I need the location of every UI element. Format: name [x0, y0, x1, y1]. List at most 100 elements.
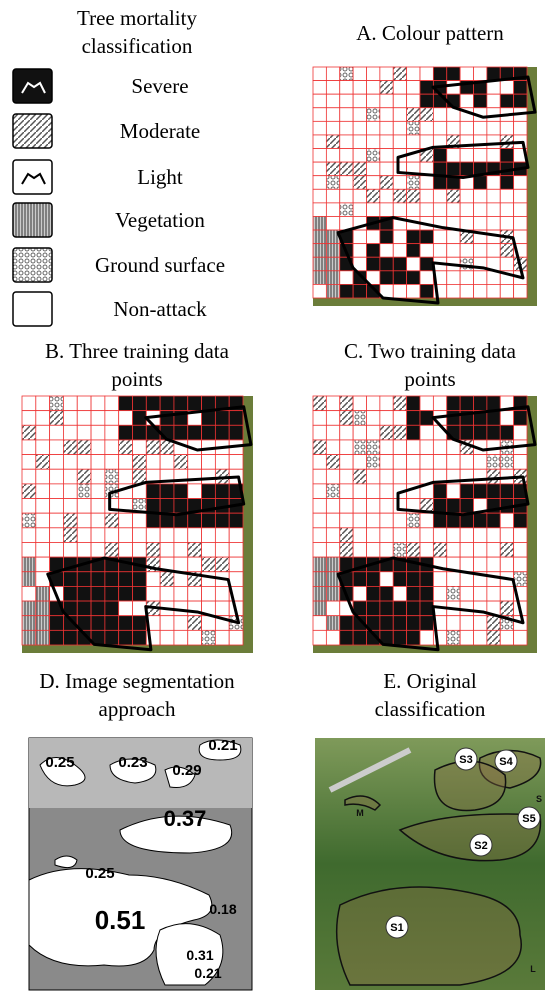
- grid-cell: [473, 586, 488, 602]
- damage-outline: [336, 556, 525, 652]
- grid-cell: [406, 202, 421, 217]
- seg-region: [54, 855, 78, 869]
- grid-cell: [312, 395, 327, 412]
- grid-cell: [446, 571, 461, 587]
- grid-cell: [325, 600, 341, 617]
- grid-cell: [63, 454, 78, 470]
- grid-cell: [486, 586, 501, 602]
- grid-cell: [325, 542, 341, 558]
- grid-cell: [187, 483, 202, 499]
- grid-cell: [21, 395, 37, 412]
- grid-cell: [312, 410, 327, 426]
- grid-cell: [104, 629, 120, 646]
- grid-cell: [406, 66, 421, 81]
- grid-cell: [118, 439, 133, 455]
- grid-cell: [352, 80, 367, 95]
- grid-cell: [312, 93, 327, 109]
- seg-label: 0.29: [172, 762, 201, 779]
- grid-cell: [325, 80, 341, 95]
- grid-cell: [406, 439, 421, 455]
- grid-cell: [339, 66, 354, 81]
- grid-cell: [446, 229, 461, 245]
- grid-cell: [513, 80, 528, 95]
- grid-cell: [513, 527, 528, 543]
- grid-cell: [432, 439, 448, 455]
- grid-cell: [406, 134, 421, 149]
- seg-label: 0.25: [45, 754, 74, 771]
- grid-cell: [459, 454, 474, 470]
- grid-cell: [90, 571, 106, 587]
- grid-cell: [312, 243, 327, 258]
- grid-cell: [473, 243, 488, 258]
- grid-cell: [352, 527, 367, 543]
- grid-cell: [459, 424, 474, 441]
- grid-cell: [201, 527, 216, 543]
- grid-cell: [419, 80, 434, 95]
- grid-cell: [379, 148, 394, 163]
- grid-cell: [352, 483, 367, 499]
- grid-cell: [159, 410, 175, 426]
- grid-cell: [366, 483, 381, 499]
- grid-cell: [459, 395, 474, 412]
- grid-cell: [352, 571, 367, 587]
- grid-cell: [312, 454, 327, 470]
- grid-cell: [446, 120, 461, 136]
- seg-region: [164, 766, 196, 788]
- grid-cell: [352, 229, 367, 245]
- grid-cell: [392, 468, 408, 485]
- grid-cell: [392, 395, 408, 412]
- grid-cell: [187, 527, 202, 543]
- grid-cell: [159, 454, 175, 470]
- grid-cell: [187, 542, 202, 558]
- grid-cell: [104, 615, 120, 631]
- grid-cell: [76, 571, 92, 587]
- grid-cell: [104, 542, 120, 558]
- seg-label: 0.18: [209, 901, 236, 917]
- damage-outline: [431, 75, 537, 119]
- grid-cell: [446, 498, 461, 514]
- grid-cell: [118, 586, 133, 602]
- grid-cell: [228, 571, 244, 587]
- grid-cell: [104, 424, 120, 441]
- grid-cell: [339, 395, 354, 412]
- grid-cell: [325, 175, 341, 190]
- grid-cell: [379, 80, 394, 95]
- grid-cell: [63, 527, 78, 543]
- grid-cell: [459, 586, 474, 602]
- grid-cell: [352, 468, 367, 485]
- grid-cell: [325, 527, 341, 543]
- grid-cell: [312, 229, 327, 245]
- grid-cell: [392, 629, 408, 646]
- grid-cell: [366, 468, 381, 485]
- grid-cell: [432, 175, 448, 190]
- grid-cell: [513, 175, 528, 190]
- grid-cell: [104, 512, 120, 529]
- grid-cell: [339, 527, 354, 543]
- grid-cell: [104, 454, 120, 470]
- grid-cell: [406, 410, 421, 426]
- grid-cell: [187, 556, 202, 573]
- grid-cell: [325, 243, 341, 258]
- grid-cell: [406, 243, 421, 258]
- grid-cell: [35, 527, 51, 543]
- grid-cell: [419, 424, 434, 441]
- grid-cell: [21, 468, 37, 485]
- grid-cell: [90, 454, 106, 470]
- grid-cell: [35, 600, 51, 617]
- orig-label: S5: [522, 813, 535, 825]
- grid-cell: [406, 424, 421, 441]
- grid-cell: [76, 395, 92, 412]
- grid-cell: [419, 571, 434, 587]
- grid-cell: [379, 542, 394, 558]
- grid-cell: [312, 586, 327, 602]
- grid-cell: [419, 439, 434, 455]
- grid-cell: [366, 439, 381, 455]
- grid-cell: [339, 483, 354, 499]
- grid-cell: [339, 270, 354, 285]
- grid-cell: [392, 542, 408, 558]
- grid-cell: [406, 454, 421, 470]
- grid-cell: [486, 175, 501, 190]
- grid-cell: [406, 527, 421, 543]
- grid-cell: [325, 615, 341, 631]
